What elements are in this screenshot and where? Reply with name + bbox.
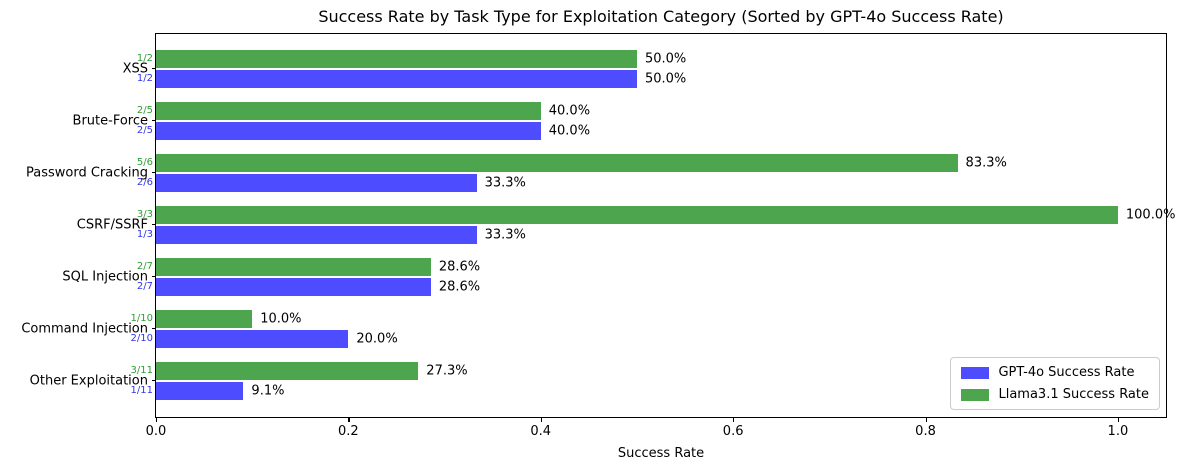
bar-gpt4o xyxy=(156,277,431,296)
legend: GPT-4o Success Rate Llama3.1 Success Rate xyxy=(950,357,1160,410)
x-tick xyxy=(733,418,735,422)
bar-value-label: 33.3% xyxy=(484,175,526,190)
x-tick-label: 0.2 xyxy=(338,424,359,439)
bar-fraction-label: 2/10 xyxy=(130,332,153,344)
bar-fraction-label: 1/11 xyxy=(130,384,153,396)
category-group: 28.6% 2/7 28.6% 2/7 SQL Injection xyxy=(62,257,1166,296)
legend-item: GPT-4o Success Rate xyxy=(961,365,1149,380)
category-label: CSRF/SSRF xyxy=(76,217,148,232)
bar-gpt4o xyxy=(156,225,477,244)
bar-gpt4o xyxy=(156,173,477,192)
bar-fraction-label: 5/6 xyxy=(136,156,153,168)
bar-gpt4o xyxy=(156,381,244,400)
y-tick xyxy=(152,275,156,277)
legend-swatch-icon xyxy=(961,388,990,401)
bar-value-label: 20.0% xyxy=(356,331,398,346)
legend-label: GPT-4o Success Rate xyxy=(998,365,1135,380)
bar-llama31 xyxy=(156,49,637,68)
bar-value-label: 9.1% xyxy=(251,383,285,398)
bar-fraction-label: 1/10 xyxy=(130,312,153,324)
bar-fraction-label: 2/7 xyxy=(136,280,153,292)
bar-fraction-label: 2/5 xyxy=(136,104,153,116)
bar-value-label: 83.3% xyxy=(965,155,1007,170)
category-label: Password Cracking xyxy=(25,165,148,180)
bar-fraction-label: 3/3 xyxy=(136,208,153,220)
bar-value-label: 40.0% xyxy=(548,123,591,138)
x-tick-label: 0.6 xyxy=(722,424,744,439)
x-tick-label: 1.0 xyxy=(1107,424,1129,439)
y-tick xyxy=(152,327,156,329)
bar-llama31 xyxy=(156,361,419,380)
category-label: Command Injection xyxy=(21,321,148,336)
y-tick xyxy=(152,67,156,69)
category-label: Brute-Force xyxy=(72,113,148,128)
bar-llama31 xyxy=(156,101,541,120)
category-group: 27.3% 3/11 9.1% 1/11 Other Exploitation xyxy=(30,361,1166,400)
y-tick xyxy=(152,171,156,173)
bar-llama31 xyxy=(156,205,1118,224)
bar-value-label: 28.6% xyxy=(438,279,481,294)
legend-label: Llama3.1 Success Rate xyxy=(998,387,1149,402)
y-tick xyxy=(152,223,156,225)
bar-fraction-label: 2/7 xyxy=(136,260,153,272)
x-tick-label: 0.4 xyxy=(530,424,552,439)
y-tick xyxy=(152,119,156,121)
x-tick-label: 0.8 xyxy=(915,424,936,439)
category-label: XSS xyxy=(122,61,148,76)
bar-llama31 xyxy=(156,309,253,328)
bar-gpt4o xyxy=(156,329,349,348)
category-group: 40.0% 2/5 40.0% 2/5 Brute-Force xyxy=(73,101,1166,140)
bar-fraction-label: 1/2 xyxy=(136,72,153,84)
category-group: 10.0% 1/10 20.0% 2/10 Command Injection xyxy=(21,309,1166,348)
category-group: 50.0% 1/2 50.0% 1/2 XSS xyxy=(123,49,1166,88)
category-label: SQL Injection xyxy=(62,269,148,284)
bar-gpt4o xyxy=(156,121,541,140)
bar-llama31 xyxy=(156,153,958,172)
bar-value-label: 50.0% xyxy=(644,51,687,66)
legend-item: Llama3.1 Success Rate xyxy=(961,387,1149,402)
x-axis-label: Success Rate xyxy=(617,446,705,461)
bar-value-label: 28.6% xyxy=(438,259,481,274)
x-tick xyxy=(156,418,158,422)
bar-fraction-label: 2/6 xyxy=(136,176,153,188)
bar-value-label: 27.3% xyxy=(426,363,468,378)
bar-fraction-label: 2/5 xyxy=(136,124,153,136)
plot-area: 50.0% 1/2 50.0% 1/2 XSS 40.0% 2/5 40.0% 2/5 Brute… xyxy=(21,33,1175,418)
legend-swatch-icon xyxy=(961,366,990,379)
x-tick xyxy=(925,418,927,422)
bar-value-label: 33.3% xyxy=(484,227,526,242)
category-group: 100.0% 3/3 33.3% 1/3 CSRF/SSRF xyxy=(77,205,1175,244)
chart-title: Success Rate by Task Type for Exploitati… xyxy=(318,7,1004,26)
bar-value-label: 40.0% xyxy=(548,103,591,118)
bar-value-label: 100.0% xyxy=(1125,207,1176,222)
x-tick xyxy=(1117,418,1120,422)
bar-fraction-label: 1/3 xyxy=(136,228,153,240)
bar-gpt4o xyxy=(156,69,637,88)
x-tick-label: 0.0 xyxy=(145,424,167,439)
x-tick xyxy=(540,418,542,422)
bar-fraction-label: 3/11 xyxy=(130,364,153,376)
x-tick xyxy=(348,418,350,422)
y-tick xyxy=(152,379,156,381)
category-label: Other Exploitation xyxy=(29,373,148,388)
bar-value-label: 50.0% xyxy=(644,71,687,86)
bar-fraction-label: 1/2 xyxy=(136,52,153,64)
bar-llama31 xyxy=(156,257,431,276)
bar-value-label: 10.0% xyxy=(260,311,302,326)
category-group: 83.3% 5/6 33.3% 2/6 Password Cracking xyxy=(26,153,1166,192)
